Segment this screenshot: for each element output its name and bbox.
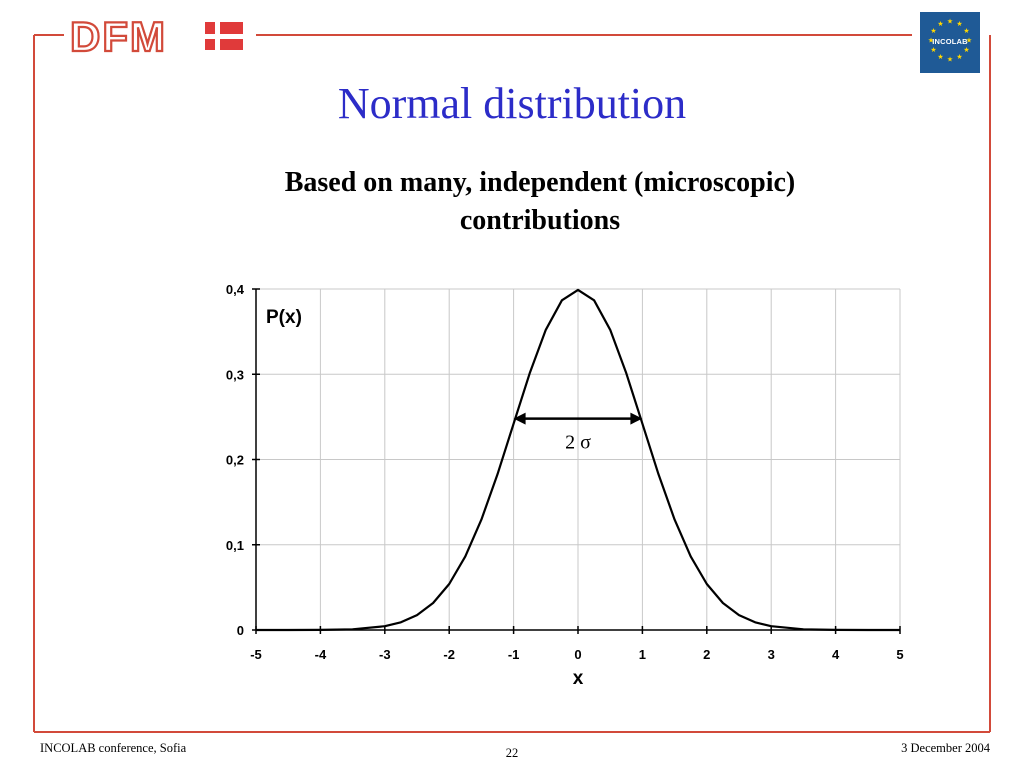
incolab-logo-text: INCOLAB — [932, 37, 968, 46]
footer-date: 3 December 2004 — [901, 741, 990, 755]
x-tick-label: 5 — [896, 647, 903, 662]
x-tick-label: 1 — [639, 647, 646, 662]
eu-star-icon: ★ — [937, 20, 943, 28]
eu-star-icon: ★ — [947, 56, 953, 64]
eu-stars-icon: ★ ★★★★★★★★★★★ — [928, 18, 972, 64]
x-tick-label: 3 — [768, 647, 775, 662]
x-tick-label: -4 — [315, 647, 327, 662]
sigma-annotation: 2 σ — [565, 432, 591, 454]
x-tick-label: 4 — [832, 647, 840, 662]
dfm-logo: DFM — [68, 12, 252, 61]
x-tick-label: -1 — [508, 647, 520, 662]
y-tick-label: 0 — [237, 623, 244, 638]
footer-conference: INCOLAB conference, Sofia — [40, 741, 187, 755]
sigma-arrow-right-head — [630, 412, 643, 425]
x-tick-label: -5 — [250, 647, 262, 662]
eu-star-icon: ★ — [928, 37, 934, 45]
slide-subtitle: Based on many, independent (microscopic)… — [210, 164, 870, 240]
eu-star-icon: ★ — [966, 37, 972, 45]
sigma-arrow-left-head — [513, 412, 526, 425]
eu-star-icon: ★ — [947, 18, 953, 26]
x-tick-label: 2 — [703, 647, 710, 662]
eu-star-icon: ★ — [963, 27, 969, 35]
eu-star-icon: ★ — [930, 46, 936, 54]
slide-title: Normal distribution — [337, 79, 687, 128]
eu-star-icon: ★ — [956, 53, 962, 61]
y-tick-label: 0,3 — [226, 367, 244, 382]
danish-flag-icon — [205, 22, 243, 50]
incolab-logo: ★ ★ ★ ★ ★ ★ ★ ★ ★ ★ ★ ★ INCOLAB — [920, 12, 980, 73]
eu-star-icon: ★ — [956, 20, 962, 28]
page-number: 22 — [505, 746, 519, 760]
x-axis-label: x — [573, 668, 584, 689]
eu-star-icon: ★ — [930, 27, 936, 35]
x-tick-label: -2 — [443, 647, 455, 662]
y-tick-label: 0,4 — [226, 282, 245, 297]
density-curve — [256, 288, 900, 632]
eu-star-icon: ★ — [963, 46, 969, 54]
dfm-logo-text: DFM — [70, 14, 167, 58]
eu-star-icon: ★ — [937, 53, 943, 61]
y-tick-label: 0,1 — [226, 538, 244, 553]
x-tick-label: 0 — [574, 647, 581, 662]
y-axis-label: P(x) — [266, 307, 302, 328]
x-tick-label: -3 — [379, 647, 391, 662]
subtitle-line-2: contributions — [459, 205, 621, 236]
subtitle-line-1: Based on many, independent (microscopic) — [284, 167, 796, 198]
y-tick-label: 0,2 — [226, 453, 244, 468]
